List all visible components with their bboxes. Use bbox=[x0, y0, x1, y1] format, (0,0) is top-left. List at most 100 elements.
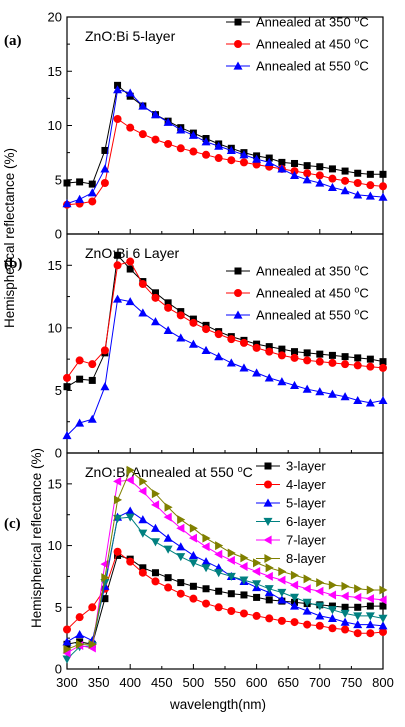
data-point bbox=[126, 123, 135, 132]
data-point bbox=[189, 582, 197, 590]
data-point bbox=[164, 303, 173, 312]
y-tick-label: 5 bbox=[55, 383, 62, 398]
data-point bbox=[341, 603, 349, 611]
legend-marker bbox=[234, 18, 242, 26]
data-point bbox=[226, 572, 236, 581]
data-point bbox=[366, 585, 375, 595]
data-point bbox=[353, 629, 362, 638]
x-tick-label: 350 bbox=[88, 675, 110, 690]
data-point bbox=[138, 308, 148, 317]
data-point bbox=[290, 170, 300, 180]
data-point bbox=[113, 114, 122, 123]
data-point bbox=[151, 289, 159, 297]
degree-sign: o bbox=[354, 285, 359, 295]
y-tick-label: 0 bbox=[55, 662, 62, 677]
data-point bbox=[87, 414, 97, 423]
data-point bbox=[278, 345, 286, 353]
y-tick-label: 5 bbox=[55, 172, 62, 187]
legend-entry: 5-layer bbox=[256, 496, 326, 511]
data-point bbox=[214, 569, 224, 578]
data-point bbox=[291, 348, 299, 356]
data-point bbox=[125, 506, 135, 515]
data-point bbox=[239, 158, 248, 167]
data-point bbox=[126, 257, 135, 266]
data-point bbox=[88, 639, 97, 649]
data-point bbox=[215, 541, 224, 551]
data-point bbox=[340, 186, 350, 195]
data-point bbox=[150, 317, 160, 326]
data-point bbox=[138, 130, 147, 139]
data-point bbox=[353, 361, 362, 370]
data-point bbox=[113, 85, 123, 94]
data-point bbox=[151, 135, 160, 144]
data-point bbox=[239, 338, 248, 347]
data-point bbox=[252, 566, 261, 576]
data-point bbox=[150, 523, 160, 532]
data-point bbox=[75, 356, 84, 365]
legend-marker bbox=[263, 535, 272, 545]
x-tick-label: 300 bbox=[56, 675, 78, 690]
y-tick-label: 0 bbox=[55, 227, 62, 242]
data-point bbox=[227, 590, 235, 598]
data-point bbox=[379, 627, 387, 636]
data-point bbox=[214, 352, 224, 361]
unit-c: C bbox=[359, 308, 368, 323]
data-point bbox=[100, 346, 109, 355]
unit-c: C bbox=[359, 37, 368, 52]
data-point bbox=[188, 130, 198, 139]
data-point bbox=[353, 612, 363, 621]
data-point bbox=[315, 178, 325, 187]
data-point bbox=[340, 617, 350, 626]
data-point bbox=[63, 644, 72, 654]
data-point bbox=[214, 154, 223, 163]
legend-label: 4-layer bbox=[286, 477, 326, 492]
data-point bbox=[378, 192, 388, 201]
data-point bbox=[353, 190, 363, 199]
data-point bbox=[176, 523, 185, 533]
panel-b: 0 5 10 15 ZnO:Bi 6 Layer (b) Annealed at 350 o… bbox=[4, 233, 388, 461]
data-point bbox=[253, 558, 262, 568]
data-point bbox=[366, 355, 374, 363]
data-point bbox=[379, 602, 387, 610]
panel-a: 0 5 10 15 20 ZnO:Bi 5-layer (a) Annealed at 350… bbox=[4, 10, 388, 242]
data-point bbox=[327, 389, 337, 398]
data-point bbox=[264, 571, 273, 581]
data-point bbox=[176, 125, 186, 134]
data-point bbox=[290, 570, 300, 580]
data-point bbox=[188, 550, 198, 560]
degree-sign: o bbox=[238, 464, 243, 474]
data-point bbox=[101, 595, 109, 603]
data-point bbox=[379, 363, 387, 372]
data-point bbox=[126, 265, 134, 273]
data-point bbox=[151, 293, 160, 302]
data-point bbox=[214, 141, 224, 150]
series-5 bbox=[62, 475, 387, 658]
y-tick-label: 10 bbox=[48, 320, 62, 335]
data-point bbox=[328, 624, 337, 633]
degree-sign: o bbox=[354, 58, 359, 68]
data-point bbox=[252, 580, 262, 589]
legend-marker bbox=[234, 40, 242, 48]
data-point bbox=[138, 280, 147, 289]
x-tick-label: 800 bbox=[372, 675, 394, 690]
unit-c: C bbox=[243, 464, 253, 480]
degree-sign: o bbox=[354, 14, 359, 24]
data-point bbox=[113, 294, 123, 303]
data-point bbox=[188, 339, 198, 348]
unit-c: C bbox=[359, 59, 368, 74]
data-point bbox=[341, 360, 350, 369]
data-point bbox=[365, 612, 375, 621]
data-point bbox=[150, 538, 160, 547]
x-tick-label: 600 bbox=[246, 675, 268, 690]
data-point bbox=[100, 164, 110, 173]
data-point bbox=[366, 629, 375, 638]
data-point bbox=[75, 629, 85, 639]
y-tick-label: 10 bbox=[48, 538, 62, 553]
data-point bbox=[316, 163, 324, 171]
data-point bbox=[126, 557, 135, 566]
legend-label: Annealed at 450 oC bbox=[256, 36, 369, 52]
series-2 bbox=[63, 114, 387, 209]
data-point bbox=[188, 559, 198, 568]
data-point bbox=[378, 595, 387, 605]
data-point bbox=[75, 194, 85, 203]
